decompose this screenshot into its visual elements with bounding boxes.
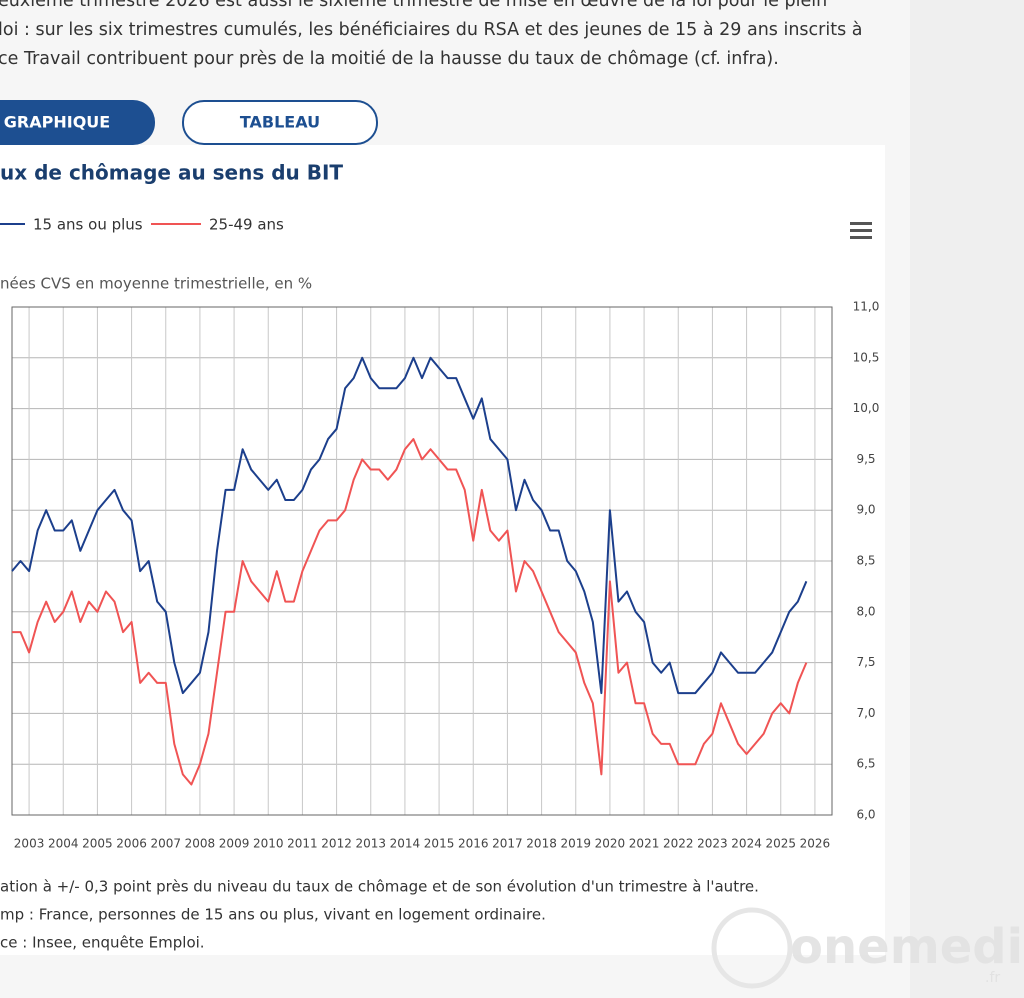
- menu-icon[interactable]: [850, 222, 872, 239]
- table-button[interactable]: [182, 100, 378, 145]
- graph-button[interactable]: [0, 100, 155, 145]
- x-tick-label: 2024: [731, 837, 762, 851]
- footnote: ation à +/- 0,3 point près du niveau du …: [0, 878, 759, 896]
- x-tick-label: 2022: [663, 837, 694, 851]
- x-tick-label: 2021: [629, 837, 660, 851]
- intro-line: euxième trimestre 2026 est aussi le sixi…: [0, 0, 827, 11]
- y-tick-label: 7,5: [856, 655, 875, 669]
- x-tick-label: 2004: [48, 837, 79, 851]
- menu-bar[interactable]: [850, 229, 872, 232]
- x-tick-label: 2023: [697, 837, 728, 851]
- menu-bar[interactable]: [850, 222, 872, 225]
- chart-card: [0, 145, 885, 955]
- x-tick-label: 2003: [14, 837, 45, 851]
- legend-label: 15 ans ou plus: [33, 216, 143, 234]
- x-tick-label: 2019: [560, 837, 591, 851]
- menu-bar[interactable]: [850, 236, 872, 239]
- x-tick-label: 2012: [321, 837, 352, 851]
- chart-title: ux de chômage au sens du BIT: [0, 161, 343, 185]
- watermark-suffix: .fr: [985, 970, 1000, 986]
- x-tick-label: 2005: [82, 837, 113, 851]
- watermark: onemedia: [790, 919, 1024, 975]
- chart-subtitle: nées CVS en moyenne trimestrielle, en %: [0, 275, 312, 293]
- x-tick-label: 2015: [424, 837, 455, 851]
- x-tick-label: 2009: [219, 837, 250, 851]
- y-tick-label: 6,5: [856, 757, 875, 771]
- x-tick-label: 2011: [287, 837, 318, 851]
- y-tick-label: 6,0: [856, 808, 875, 822]
- x-tick-label: 2010: [253, 837, 284, 851]
- x-tick-label: 2025: [765, 837, 796, 851]
- x-tick-label: 2018: [526, 837, 557, 851]
- series-line: [12, 438, 808, 786]
- x-tick-label: 2013: [355, 837, 386, 851]
- plot-frame: [11, 306, 833, 816]
- series-line: [11, 356, 808, 695]
- x-tick-label: 2014: [390, 837, 421, 851]
- x-tick-label: 2017: [492, 837, 523, 851]
- y-tick-label: 7,0: [856, 706, 875, 720]
- y-tick-label: 9,0: [856, 503, 875, 517]
- x-tick-label: 2020: [595, 837, 626, 851]
- watermark-globe: [711, 907, 793, 989]
- intro-line: ce Travail contribuent pour près de la m…: [0, 49, 779, 69]
- x-tick-label: 2016: [458, 837, 489, 851]
- y-tick-label: 9,5: [856, 452, 875, 466]
- y-tick-label: 10,5: [853, 350, 880, 364]
- y-tick-label: 8,0: [856, 604, 875, 618]
- x-tick-label: 2008: [185, 837, 216, 851]
- footnote: ce : Insee, enquête Emploi.: [0, 934, 205, 952]
- intro-line: loi : sur les six trimestres cumulés, le…: [0, 20, 863, 40]
- y-tick-label: 11,0: [853, 300, 880, 314]
- y-tick-label: 10,0: [853, 401, 880, 415]
- y-tick-label: 8,5: [856, 554, 875, 568]
- x-tick-label: 2007: [150, 837, 181, 851]
- x-tick-label: 2026: [800, 837, 831, 851]
- legend-label: 25-49 ans: [209, 216, 284, 234]
- x-tick-label: 2006: [116, 837, 147, 851]
- button-label[interactable]: GRAPHIQUE: [4, 113, 110, 132]
- button-label[interactable]: TABLEAU: [240, 113, 320, 132]
- footnote: mp : France, personnes de 15 ans ou plus…: [0, 906, 546, 924]
